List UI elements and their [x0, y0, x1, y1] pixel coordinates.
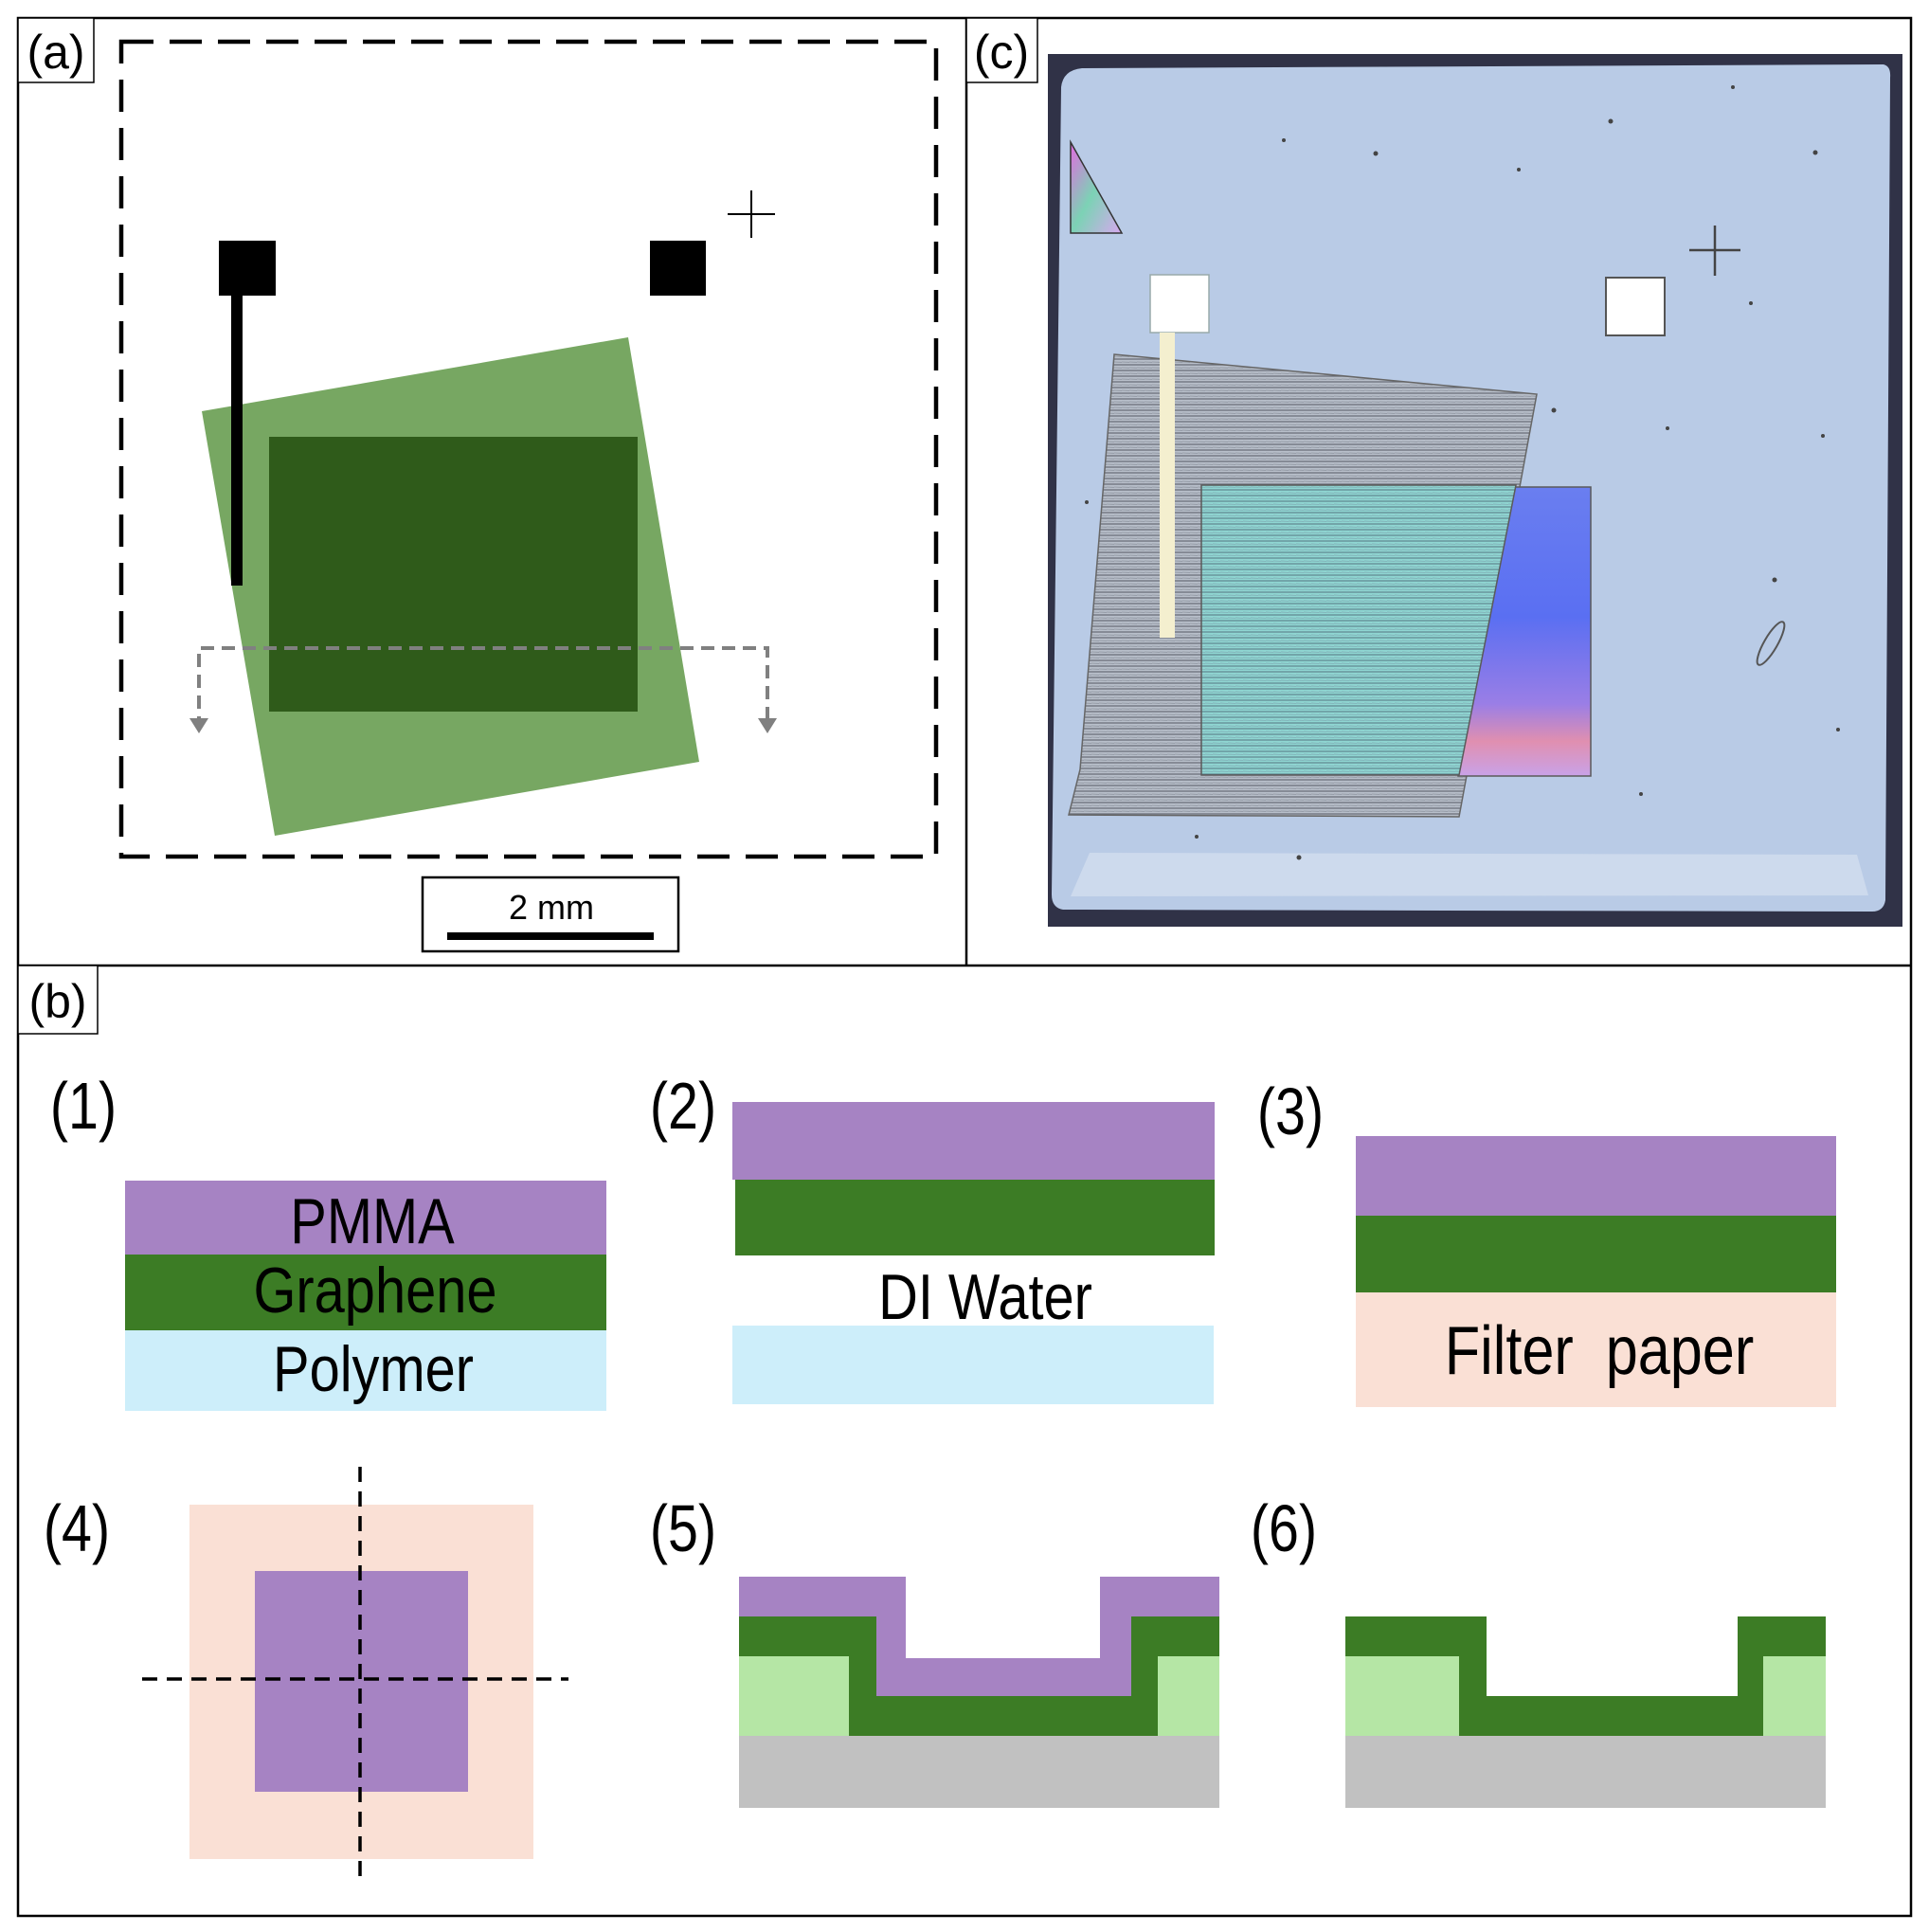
panel-a-label-box: [17, 17, 95, 83]
step-1-label: (1): [50, 1069, 117, 1144]
micrograph-electrode: [1160, 333, 1175, 638]
panel-b-label-box: [17, 965, 99, 1035]
micrograph-debris: [1756, 621, 1786, 666]
step-3-label: (3): [1257, 1074, 1324, 1149]
step-6-label: (6): [1251, 1491, 1317, 1566]
step-5-label: (5): [650, 1491, 716, 1566]
step-5-graphene-layer: [739, 1616, 1219, 1736]
graphene-active-region: [269, 437, 638, 712]
step-5: (5): [650, 1491, 1219, 1808]
micrograph-pad-right: [1605, 277, 1666, 336]
step-5-substrate: [739, 1736, 1219, 1808]
micrograph-window-covered: [1200, 484, 1517, 776]
step-6-graphene-layer: [1345, 1616, 1826, 1736]
contact-pad-right: [650, 241, 706, 296]
panel-b: (b) (1) PMMA Graphene Polymer (2) DI Wat…: [17, 965, 1836, 1886]
contact-pad-left: [219, 241, 276, 296]
step-5-insulator-right: [1158, 1656, 1219, 1736]
step-3-pmma-layer: [1356, 1136, 1836, 1216]
step-2-pmma-layer: [732, 1102, 1215, 1180]
step-3: (3) Filter paper: [1257, 1074, 1836, 1407]
scale-bar-label: 2 mm: [509, 888, 594, 927]
step-2-water-text: DI Water: [878, 1262, 1092, 1333]
step-3-filter-text: Filter paper: [1445, 1313, 1754, 1389]
step-1-graphene-layer: [125, 1255, 606, 1330]
step-1-pmma-layer: [125, 1181, 606, 1255]
panel-c: (c): [965, 17, 1902, 927]
micrograph-chip-edge: [1071, 853, 1868, 896]
step-5-insulator-left: [739, 1656, 849, 1736]
step-6: (6): [1251, 1491, 1826, 1808]
panel-a-label: (a): [27, 26, 84, 79]
step-2-label: (2): [650, 1069, 716, 1144]
panel-a: (a) 2 mm: [17, 17, 939, 953]
micrograph-triangle-residue: [1070, 139, 1124, 234]
step-4-label: (4): [44, 1491, 110, 1566]
step-2-graphene-layer: [735, 1180, 1215, 1255]
step-5-pmma-layer: [739, 1577, 1219, 1696]
cross-section-cutline: [197, 646, 769, 730]
panel-c-label-box: [965, 17, 1038, 83]
panel-c-label: (c): [974, 26, 1029, 79]
step-1-pmma-text: PMMA: [290, 1186, 454, 1257]
cutline-arrow-right: [758, 718, 777, 733]
step-4-pmma-square: [255, 1571, 468, 1792]
cutline-arrow-left: [189, 718, 208, 733]
step-1-polymer-layer: [125, 1330, 606, 1411]
step-3-filter-paper: [1356, 1292, 1836, 1407]
chip-outline-dashed: [118, 39, 939, 859]
step-6-insulator-right: [1763, 1656, 1826, 1736]
step-1-graphene-text: Graphene: [253, 1255, 496, 1327]
micrograph-dust: [1085, 85, 1840, 860]
step-1: (1) PMMA Graphene Polymer: [50, 1069, 606, 1411]
scale-bar: [447, 932, 654, 940]
step-2-polymer-layer: [732, 1326, 1214, 1404]
step-6-insulator-left: [1345, 1656, 1459, 1736]
step-6-substrate: [1345, 1736, 1826, 1808]
panel-b-label: (b): [28, 975, 86, 1028]
step-1-polymer-text: Polymer: [273, 1334, 474, 1405]
step-2: (2) DI Water: [650, 1069, 1215, 1404]
step-4: (4): [44, 1467, 568, 1886]
electrode-lead: [231, 296, 243, 586]
step-3-graphene-layer: [1356, 1216, 1836, 1292]
micrograph-pad-left: [1149, 274, 1210, 334]
